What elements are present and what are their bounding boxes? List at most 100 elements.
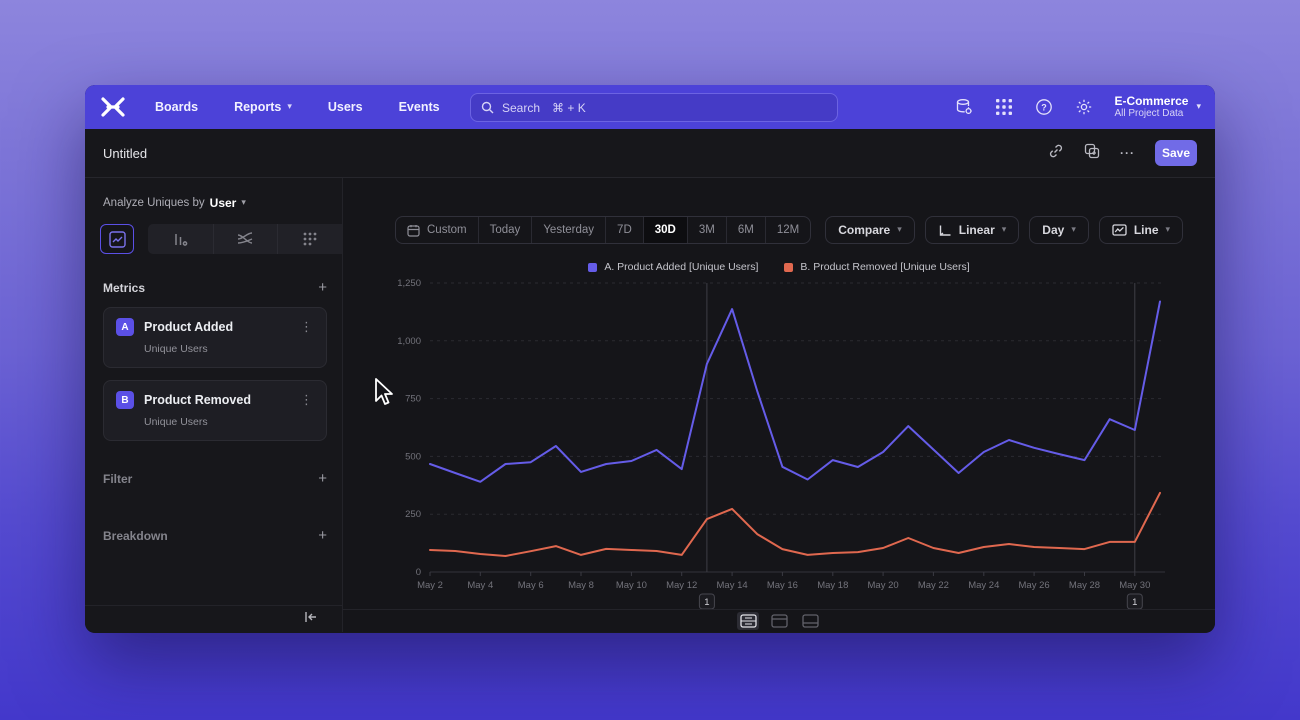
collapse-sidebar-icon[interactable] [304,610,318,628]
share-link-icon[interactable] [1048,143,1064,164]
range-30d-selected[interactable]: 30D [642,217,687,243]
annotation-badge: 1 [698,593,715,610]
calendar-icon [407,224,420,237]
svg-text:May 2: May 2 [417,580,443,591]
svg-text:May 10: May 10 [616,580,647,591]
app-window: Boards Reports ▾ Users Events Search ⌘ + … [85,85,1215,633]
project-selector[interactable]: E-Commerce All Project Data ▾ [1114,93,1201,120]
svg-text:May 26: May 26 [1019,580,1050,591]
layout-chart-bottom-icon[interactable] [799,612,821,630]
range-custom[interactable]: Custom [396,217,478,243]
nav-menu: Boards Reports ▾ Users Events [155,100,440,114]
svg-text:May 6: May 6 [518,580,544,591]
range-today[interactable]: Today [477,217,532,243]
range-3m[interactable]: 3M [686,217,726,243]
top-navbar: Boards Reports ▾ Users Events Search ⌘ + … [85,85,1215,129]
bar-chart-icon [175,233,188,246]
annotation-badge: 1 [1126,593,1143,610]
report-type-tabs [100,224,342,254]
nav-item-events[interactable]: Events [398,100,440,114]
chevron-down-icon: ▾ [241,196,246,207]
tab-flows[interactable] [212,224,278,254]
legend-swatch-b [784,262,794,272]
tab-retention[interactable] [277,224,342,254]
legend-item-a[interactable]: A. Product Added [Unique Users] [588,261,758,273]
svg-text:1: 1 [704,597,709,608]
report-title[interactable]: Untitled [103,145,148,161]
breakdown-section-title: Breakdown [103,528,168,543]
legend-swatch-a [588,262,598,272]
analyze-uniques-selector[interactable]: Analyze Uniques by User ▾ [103,196,327,210]
apps-grid-icon[interactable] [994,97,1014,117]
query-builder-sidebar: Analyze Uniques by User ▾ [85,178,343,632]
analyze-value: User [209,196,237,210]
tab-funnels[interactable] [148,224,213,254]
compare-button[interactable]: Compare ▾ [825,216,915,244]
add-breakdown-button[interactable]: + [318,527,327,544]
project-name: E-Commerce [1114,93,1189,108]
line-chart-icon [1112,224,1127,236]
metric-badge-b: B [116,391,134,409]
data-management-icon[interactable] [954,97,974,117]
range-12m[interactable]: 12M [764,217,810,243]
duplicate-icon[interactable] [1084,143,1100,164]
interval-selector[interactable]: Day ▾ [1029,216,1089,244]
svg-text:May 24: May 24 [968,580,999,591]
svg-text:May 20: May 20 [868,580,899,591]
svg-text:May 30: May 30 [1119,580,1150,591]
flows-icon [238,232,253,244]
svg-text:250: 250 [405,509,421,520]
report-header: Untitled ··· Save [85,129,1215,178]
svg-text:May 22: May 22 [918,580,949,591]
legend-item-b[interactable]: B. Product Removed [Unique Users] [784,261,970,273]
metrics-section-title: Metrics [103,280,146,295]
layout-split-view-icon[interactable] [737,612,759,630]
add-metric-button[interactable]: + [318,279,327,296]
more-options-icon[interactable]: ··· [1120,146,1135,160]
search-shortcut: ⌘ + K [552,100,586,115]
analyze-prefix-label: Analyze Uniques by [103,197,205,209]
svg-text:0: 0 [416,567,421,578]
scale-selector[interactable]: Linear ▾ [924,216,1020,244]
svg-text:1,000: 1,000 [397,336,421,347]
svg-text:May 12: May 12 [666,580,697,591]
chevron-down-icon: ▾ [1196,100,1201,111]
layout-chart-top-icon[interactable] [768,612,790,630]
panel-layout-toggle [343,609,1215,632]
chart-type-selector[interactable]: Line ▾ [1098,216,1184,244]
save-button[interactable]: Save [1155,140,1197,166]
svg-text:1: 1 [1132,597,1137,608]
svg-text:May 18: May 18 [817,580,848,591]
svg-text:500: 500 [405,451,421,462]
kebab-menu-icon[interactable]: ⋮ [300,319,314,334]
insights-chart-icon [108,230,126,248]
metric-aggregation[interactable]: Unique Users [144,416,208,428]
nav-item-boards[interactable]: Boards [155,100,199,114]
chevron-down-icon: ▾ [287,100,292,111]
nav-item-reports[interactable]: Reports ▾ [234,100,292,114]
tab-insights[interactable] [100,224,134,254]
date-range-group: Custom Today Yesterday 7D 30D 3M 6M 12M [395,216,812,244]
metric-card-b[interactable]: B Product Removed ⋮ Unique Users [103,380,327,441]
metric-name: Product Removed [144,393,251,407]
chart-panel: Custom Today Yesterday 7D 30D 3M 6M 12M … [343,178,1215,632]
add-filter-button[interactable]: + [318,470,327,487]
linear-axis-icon [939,225,951,236]
nav-item-users[interactable]: Users [327,100,363,114]
range-7d[interactable]: 7D [605,217,643,243]
search-input[interactable]: Search ⌘ + K [470,93,838,122]
svg-text:May 14: May 14 [717,580,748,591]
help-icon[interactable]: ? [1034,97,1054,117]
metric-aggregation[interactable]: Unique Users [144,343,208,355]
line-chart[interactable]: 0 250 500 750 1,000 1,250 May 2 May 4 May 6 May 8… [343,274,1215,619]
range-6m[interactable]: 6M [725,217,765,243]
metric-card-a[interactable]: A Product Added ⋮ Unique Users [103,307,327,368]
navbar-right: ? E-Commerce All Project Data ▾ [954,85,1201,129]
search-placeholder: Search [502,100,541,115]
chevron-down-icon: ▾ [1165,223,1171,234]
mixpanel-logo-icon[interactable] [101,96,127,118]
range-yesterday[interactable]: Yesterday [531,217,605,243]
settings-gear-icon[interactable] [1074,97,1094,117]
kebab-menu-icon[interactable]: ⋮ [300,392,314,407]
